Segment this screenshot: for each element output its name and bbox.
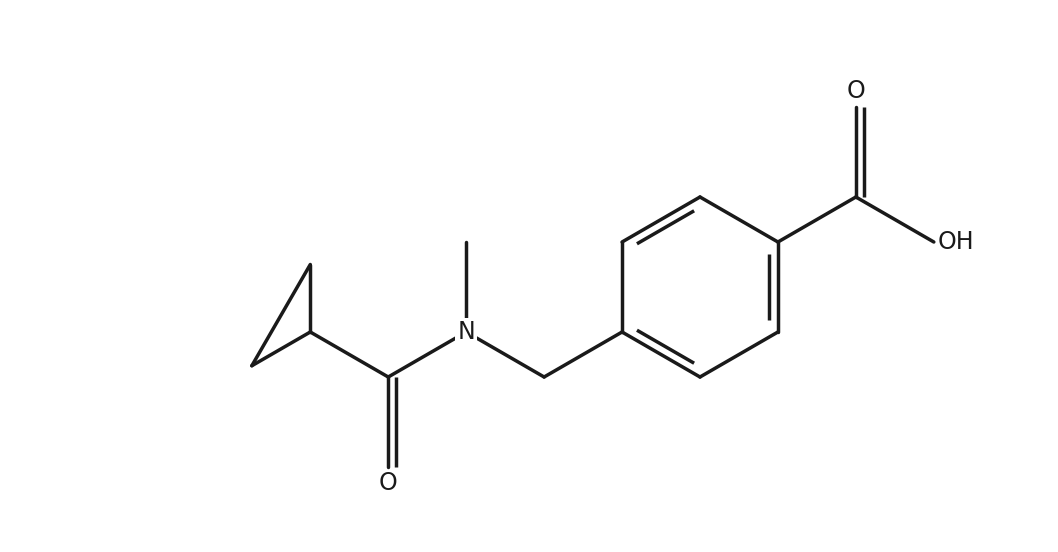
Text: O: O xyxy=(379,471,398,495)
Text: O: O xyxy=(846,79,865,103)
Text: N: N xyxy=(457,320,475,344)
Text: OH: OH xyxy=(937,230,974,254)
